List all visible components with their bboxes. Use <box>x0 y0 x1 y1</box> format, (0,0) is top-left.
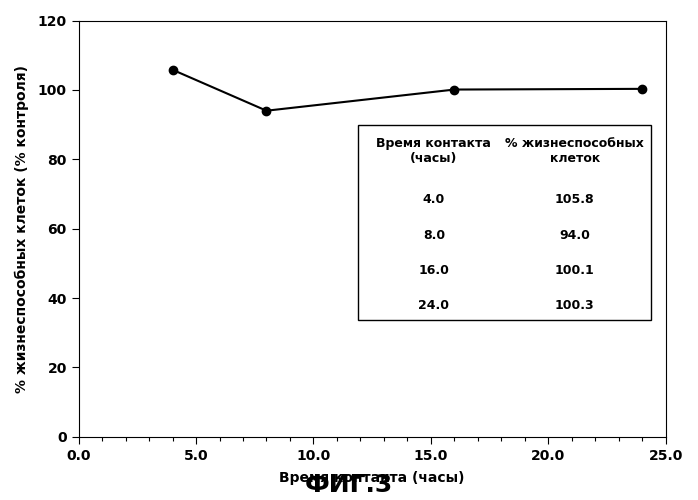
Text: 100.1: 100.1 <box>555 264 595 277</box>
Text: 16.0: 16.0 <box>418 264 450 277</box>
Text: 105.8: 105.8 <box>555 194 595 206</box>
Text: 24.0: 24.0 <box>418 300 450 312</box>
Text: 4.0: 4.0 <box>423 194 445 206</box>
Text: 94.0: 94.0 <box>559 228 591 241</box>
Text: Время контакта
(часы): Время контакта (часы) <box>376 137 491 165</box>
Text: % жизнеспособных
клеток: % жизнеспособных клеток <box>505 137 644 165</box>
X-axis label: Время контакта (часы): Время контакта (часы) <box>279 471 465 485</box>
Text: ФИГ.3: ФИГ.3 <box>305 474 393 498</box>
FancyBboxPatch shape <box>357 124 651 320</box>
Text: 100.3: 100.3 <box>555 300 595 312</box>
Y-axis label: % жизнеспособных клеток (% контроля): % жизнеспособных клеток (% контроля) <box>15 64 29 392</box>
Text: 8.0: 8.0 <box>423 228 445 241</box>
